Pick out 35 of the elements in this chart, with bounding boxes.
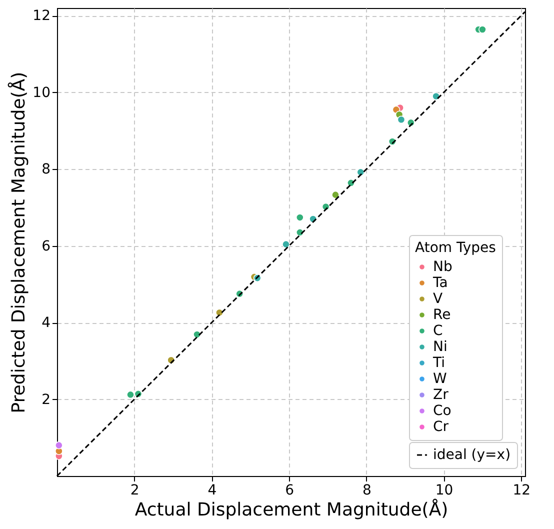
x-tick-label: 2	[130, 482, 140, 498]
point	[397, 116, 406, 124]
legend-label: Zr	[433, 387, 449, 403]
point	[332, 190, 340, 199]
legend-label: W	[433, 371, 447, 387]
y-axis-title: Predicted Displacement Magnitude(Å)	[8, 72, 30, 414]
legend-title: Atom Types	[415, 240, 496, 256]
point	[432, 92, 440, 100]
x-tick-label: 6	[285, 482, 294, 498]
legend-label: Ti	[432, 355, 446, 371]
legend-label: Nb	[433, 259, 452, 275]
y-tick-label: 4	[42, 315, 51, 332]
legend-label: V	[433, 291, 443, 307]
legend-label: Ta	[432, 275, 448, 291]
point	[126, 390, 134, 399]
point	[296, 214, 304, 222]
legend-label: C	[433, 323, 443, 339]
y-tick-label: 10	[32, 84, 50, 101]
x-tick-label: 4	[208, 482, 217, 498]
y-tick-label: 12	[32, 8, 50, 24]
y-tick-label: 2	[42, 392, 50, 408]
x-axis-title: Actual Displacement Magnitude(Å)	[134, 498, 448, 520]
y-tick-label: 6	[42, 238, 51, 254]
legend-label: Co	[433, 403, 452, 419]
legend-label: Re	[433, 307, 451, 323]
point	[478, 26, 486, 34]
x-tick-label: 10	[435, 482, 454, 498]
point	[55, 441, 63, 450]
legend-label: Cr	[433, 419, 449, 435]
y-tick-label: 8	[42, 162, 50, 178]
legend-label: ideal (y=x)	[433, 447, 511, 463]
x-tick-label: 12	[512, 482, 531, 498]
point	[282, 240, 290, 248]
legend-label: Ni	[433, 339, 448, 355]
x-tick-label: 8	[362, 482, 372, 498]
